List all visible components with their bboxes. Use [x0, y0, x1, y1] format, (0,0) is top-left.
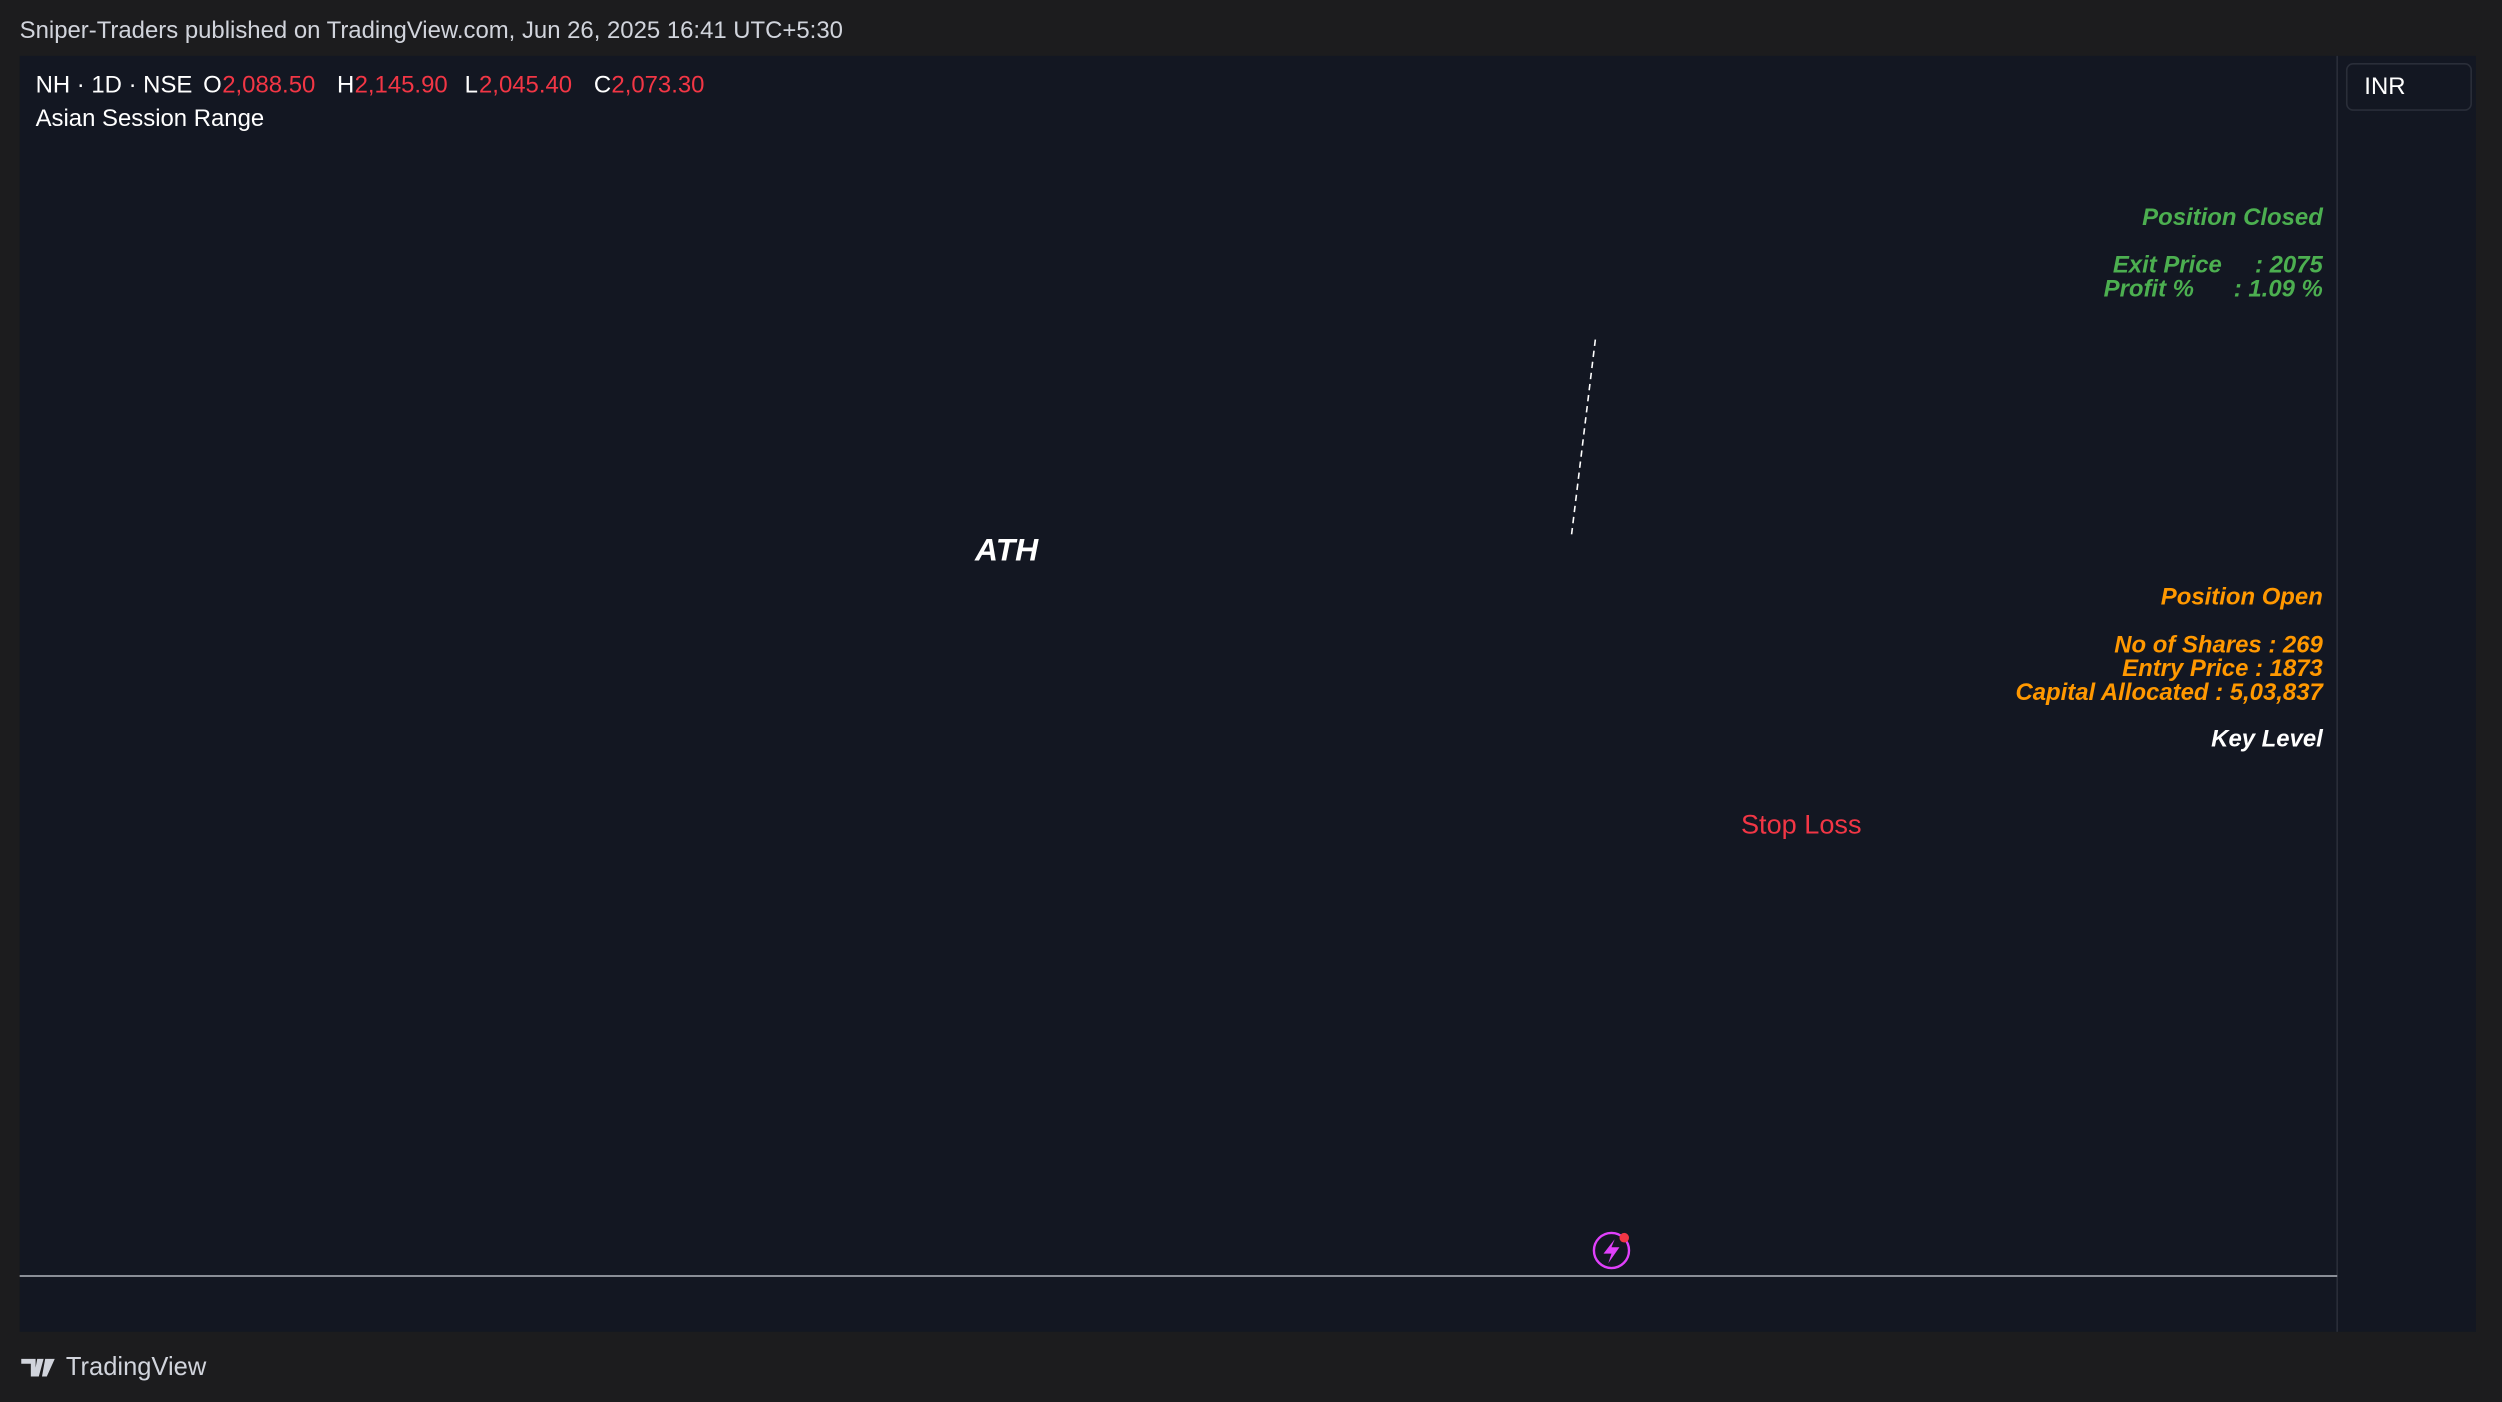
ohlc-value: 2,145.90 [355, 71, 448, 98]
published-line: Sniper-Traders published on TradingView.… [20, 17, 843, 44]
stop-loss-label: Stop Loss [1741, 808, 1862, 839]
position-open: Position Open [2161, 583, 2323, 610]
plot-area [19, 55, 2476, 1332]
ohlc-key: H [337, 71, 354, 98]
indicator-name: Asian Session Range [36, 105, 265, 132]
brand: TradingView [66, 1353, 207, 1381]
ath-label: ATH [974, 531, 1039, 567]
profit: Profit % : 1.09 % [2104, 276, 2323, 303]
currency-box[interactable] [2345, 63, 2472, 111]
lightning [1603, 1239, 1620, 1264]
ohlc-key: C [594, 71, 611, 98]
entry-price: Entry Price : 1873 [2122, 655, 2323, 682]
position-closed: Position Closed [2142, 204, 2324, 231]
shares: No of Shares : 269 [2114, 631, 2323, 658]
ohlc-value: 2,073.30 [611, 71, 704, 98]
exit-price: Exit Price : 2075 [2113, 252, 2324, 279]
ohlc-key: O [203, 71, 222, 98]
ohlc-key: L [465, 71, 478, 98]
overlay: Sniper-Traders published on TradingView.… [20, 17, 2472, 1381]
ohlc-value: 2,045.40 [479, 71, 572, 98]
capital: Capital Allocated : 5,03,837 [2015, 679, 2324, 706]
currency[interactable]: INR [2364, 73, 2405, 100]
symbol: NH · 1D · NSE [36, 71, 193, 98]
ohlc-value: 2,088.50 [222, 71, 315, 98]
logo [21, 1358, 55, 1377]
icon-dot [1619, 1232, 1630, 1243]
key-level: Key Level [2211, 725, 2324, 752]
